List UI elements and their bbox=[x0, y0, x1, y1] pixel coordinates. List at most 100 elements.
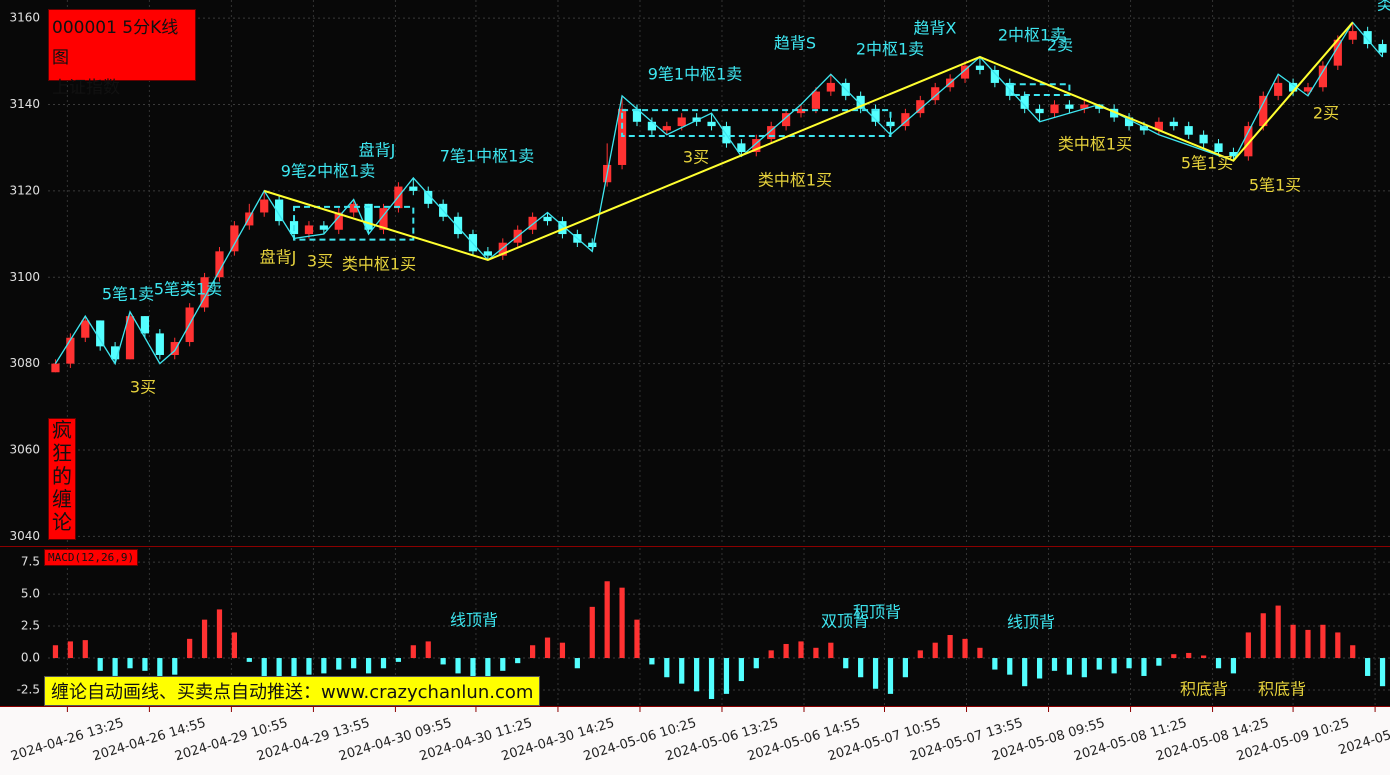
candle-body bbox=[707, 121, 716, 127]
macd-bar bbox=[649, 658, 655, 665]
candle-body bbox=[1229, 152, 1238, 157]
y-tick-label: 3120 bbox=[9, 183, 40, 197]
annotation: 5笔1买 bbox=[1181, 154, 1233, 173]
y-tick-label: 7.5 bbox=[21, 555, 40, 569]
macd-bar bbox=[604, 581, 610, 659]
candle-body bbox=[990, 69, 999, 83]
macd-bar bbox=[142, 658, 148, 671]
annotation: 积底背 bbox=[1180, 680, 1228, 699]
macd-bar bbox=[1171, 654, 1177, 659]
macd-bar bbox=[500, 658, 506, 671]
background bbox=[0, 0, 1390, 707]
candle-body bbox=[379, 208, 388, 230]
candle-body bbox=[796, 108, 806, 114]
annotation: 2中枢1卖 bbox=[998, 26, 1066, 45]
candle-body bbox=[1110, 108, 1119, 118]
macd-bar bbox=[291, 658, 297, 679]
macd-bar bbox=[977, 647, 983, 659]
annotation: 积底背 bbox=[1258, 680, 1306, 699]
candle-body bbox=[66, 337, 75, 364]
annotation: 趋背S bbox=[774, 34, 816, 53]
candle-body bbox=[901, 113, 910, 127]
macd-bar bbox=[589, 606, 595, 659]
candle-body bbox=[364, 203, 373, 230]
macd-bar bbox=[515, 658, 521, 664]
macd-bar bbox=[813, 647, 819, 659]
candle-body bbox=[81, 320, 90, 338]
y-tick-label: 5.0 bbox=[21, 587, 40, 601]
annotation: 2中枢1卖 bbox=[856, 40, 924, 59]
macd-bar bbox=[1081, 658, 1087, 678]
macd-bar bbox=[694, 658, 700, 692]
macd-bar bbox=[440, 658, 446, 665]
candle-body bbox=[662, 126, 671, 131]
candle-body bbox=[483, 251, 492, 256]
macd-bar bbox=[201, 619, 208, 659]
annotation: 盘背J bbox=[260, 248, 297, 267]
macd-bar bbox=[798, 641, 804, 659]
macd-bar bbox=[858, 658, 864, 678]
annotation: 3买 bbox=[130, 378, 156, 397]
candle-body bbox=[677, 117, 686, 127]
annotation: 5笔1买 bbox=[1249, 176, 1301, 195]
macd-bar bbox=[52, 645, 59, 659]
macd-bar bbox=[1126, 658, 1132, 669]
candle-body bbox=[260, 199, 269, 213]
macd-bar bbox=[1186, 652, 1192, 659]
candle-body bbox=[737, 143, 746, 153]
macd-bar bbox=[395, 658, 402, 662]
macd-bar bbox=[887, 658, 894, 694]
y-tick-label: 3100 bbox=[9, 270, 40, 284]
candle-body bbox=[1303, 87, 1313, 92]
annotation: 9笔1中枢1卖 bbox=[648, 65, 743, 84]
candle-body bbox=[1050, 104, 1059, 114]
macd-bar bbox=[783, 643, 789, 659]
macd-bar bbox=[485, 658, 491, 679]
candle-body bbox=[916, 100, 925, 114]
macd-bar bbox=[992, 658, 998, 670]
macd-bar bbox=[679, 658, 685, 684]
macd-bar bbox=[365, 658, 372, 674]
macd-bar bbox=[321, 658, 327, 674]
macd-bar bbox=[1379, 658, 1386, 687]
footer-banner: 缠论自动画线、买卖点自动推送：www.crazychanlun.com bbox=[44, 676, 541, 706]
y-tick-label: 3140 bbox=[9, 97, 40, 111]
candle-body bbox=[767, 126, 776, 140]
candle-body bbox=[1199, 134, 1208, 144]
macd-bar bbox=[1201, 655, 1207, 659]
candle-body bbox=[1274, 82, 1283, 96]
macd-bar bbox=[1350, 645, 1356, 659]
annotation: 2卖 bbox=[1047, 36, 1073, 55]
candle-body bbox=[96, 320, 105, 347]
annotation: 9笔2中枢1卖 bbox=[281, 162, 376, 181]
macd-bar bbox=[82, 640, 88, 659]
macd-bar bbox=[276, 658, 282, 682]
macd-bar bbox=[1290, 624, 1296, 659]
macd-bar bbox=[470, 658, 476, 682]
candle-body bbox=[453, 216, 463, 235]
macd-bar bbox=[172, 658, 178, 675]
annotation: 类中枢1买 bbox=[342, 255, 416, 274]
macd-bar bbox=[261, 658, 267, 678]
candle-body bbox=[245, 212, 254, 226]
annotation: 3买 bbox=[307, 252, 333, 271]
candle-body bbox=[752, 139, 761, 153]
candle-body bbox=[781, 113, 791, 127]
title-box: 000001 5分K线图 上证指数 bbox=[48, 9, 196, 98]
macd-bar bbox=[634, 619, 640, 659]
watermark: 疯狂的缠论 bbox=[48, 418, 76, 540]
candle-body bbox=[1169, 121, 1178, 127]
macd-bar bbox=[574, 658, 580, 669]
candle-body bbox=[1080, 104, 1089, 109]
macd-title: MACD(12,26,9) bbox=[44, 549, 139, 566]
candle-body bbox=[349, 203, 358, 213]
annotation: 线顶背 bbox=[1007, 613, 1055, 632]
macd-bar bbox=[380, 658, 387, 669]
candle-body bbox=[1035, 108, 1044, 114]
candle-body bbox=[528, 216, 537, 230]
macd-bar bbox=[828, 642, 834, 659]
candle-body bbox=[155, 333, 164, 355]
pivot-zone bbox=[621, 109, 892, 138]
candle-body bbox=[558, 221, 567, 235]
macd-bar bbox=[619, 587, 625, 659]
